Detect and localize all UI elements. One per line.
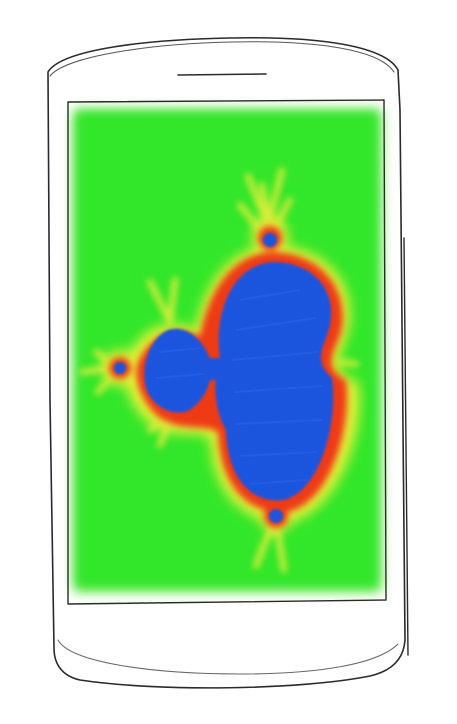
- screen-border: [67, 99, 387, 605]
- fractal-left-bud: [114, 362, 126, 374]
- fractal-top-bud: [263, 233, 277, 247]
- mandelbrot-fractal-icon: [79, 167, 360, 573]
- screen: [67, 99, 387, 605]
- phone-body: [47, 36, 409, 689]
- fractal-bulb: [144, 328, 212, 413]
- speaker-slot-icon: [177, 73, 267, 76]
- fractal-main-cardioid: [215, 262, 334, 501]
- fractal-bottom-bud: [269, 509, 283, 523]
